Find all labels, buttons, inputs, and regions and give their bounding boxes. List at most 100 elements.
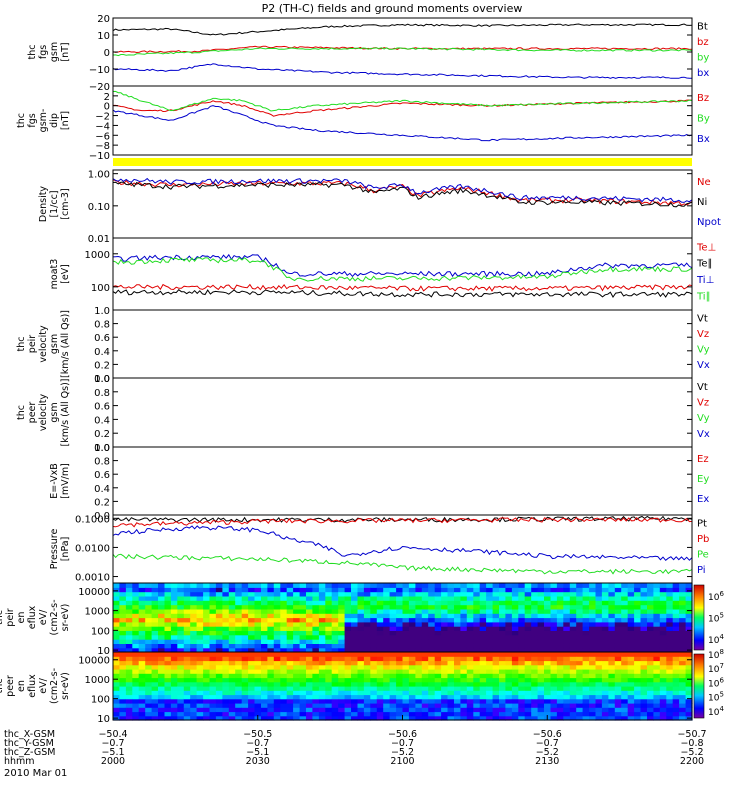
spectrogram-cell (113, 686, 120, 691)
spectrogram-cell (286, 703, 294, 708)
ylabel-line: [eV] (60, 264, 71, 284)
spectrogram-cell (170, 690, 178, 696)
spectrogram-cell (524, 664, 532, 670)
spectrogram-cell (544, 600, 551, 606)
spectrogram-cell (145, 698, 153, 704)
spectrogram-cell (190, 652, 198, 657)
spectrogram-cell (125, 703, 133, 708)
spectrogram-cell (312, 660, 320, 666)
spectrogram-cell (254, 587, 262, 593)
spectrogram-cell (132, 694, 140, 700)
spectrogram-cell (466, 591, 474, 597)
spectrogram-cell (158, 673, 165, 679)
ytick-label: 100 (91, 283, 110, 294)
spectrogram-cell (531, 621, 539, 627)
spectrogram-cell (402, 707, 410, 713)
spectrogram-cell (473, 711, 481, 717)
spectrogram-cell (518, 652, 526, 657)
spectrogram-cell (286, 639, 294, 644)
spectrogram-cell (132, 715, 140, 721)
spectrogram-cell (486, 621, 494, 627)
spectrogram-cell (601, 694, 609, 700)
spectrogram-cell (666, 591, 674, 597)
spectrogram-cell (363, 639, 371, 644)
spectrogram-cell (415, 673, 423, 679)
spectrogram-cell (447, 608, 455, 614)
spectrogram-cell (325, 621, 333, 627)
spectrogram-cell (434, 604, 442, 610)
spectrogram-cell (338, 669, 346, 674)
spectrogram-cell (672, 626, 680, 631)
spectrogram-cell (351, 673, 358, 679)
spectrogram-cell (563, 621, 571, 627)
spectrogram-cell (286, 715, 294, 721)
spectrogram-cell (132, 647, 140, 653)
series-line-bz (112, 45, 693, 54)
spectrogram-cell (582, 626, 590, 631)
spectrogram-cell (479, 711, 487, 717)
spectrogram-cell (351, 690, 358, 696)
spectrogram-cell (325, 715, 333, 721)
legend-label-by: by (697, 53, 709, 64)
spectrogram-cell (511, 617, 519, 623)
spectrogram-cell (151, 681, 159, 687)
spectrogram-cell (544, 686, 551, 691)
spectrogram-cell (164, 608, 172, 614)
spectrogram-cell (556, 677, 564, 683)
spectrogram-cell (325, 595, 333, 601)
spectrogram-cell (569, 664, 577, 670)
spectrogram-cell (119, 634, 127, 640)
spectrogram-cell (357, 630, 365, 636)
spectrogram-cell (647, 626, 654, 631)
spectrogram-cell (614, 690, 622, 696)
spectrogram-cell (460, 634, 468, 640)
spectrogram-cell (479, 669, 487, 674)
spectrogram-cell (544, 681, 551, 687)
spectrogram-cell (531, 707, 539, 713)
spectrogram-cell (196, 703, 204, 708)
spectrogram-cell (273, 669, 281, 674)
spectrogram-cell (466, 587, 474, 593)
spectrogram-cell (608, 639, 616, 644)
spectrogram-cell (318, 690, 326, 696)
spectrogram-cell (119, 608, 127, 614)
spectrogram-cell (325, 591, 333, 597)
spectrogram-cell (357, 604, 365, 610)
spectrogram-cell (589, 647, 597, 653)
spectrogram-cell (556, 656, 564, 662)
spectrogram-cell (518, 604, 526, 610)
spectrogram-cell (293, 595, 301, 601)
spectrogram-cell (479, 639, 487, 644)
spectrogram-cell (132, 626, 140, 631)
spectrogram-cell (280, 711, 288, 717)
spectrogram-cell (499, 600, 506, 606)
spectrogram-cell (235, 604, 243, 610)
spectrogram-cell (254, 617, 262, 623)
spectrogram-cell (396, 677, 404, 683)
spectrogram-cell (653, 621, 661, 627)
spectrogram-cell (267, 711, 275, 717)
spectrogram-cell (151, 587, 159, 593)
spectrogram-cell (421, 613, 429, 619)
spectrogram-cell (248, 686, 256, 691)
spectrogram-cell (466, 660, 474, 666)
spectrogram-cell (582, 711, 590, 717)
spectrogram-cell (344, 626, 352, 631)
spectrogram-cell (145, 660, 153, 666)
ytick-label: 0.2 (94, 429, 110, 440)
spectrogram-cells (113, 652, 693, 721)
spectrogram-cell (196, 686, 204, 691)
spectrogram-cell (492, 600, 500, 606)
spectrogram-cell (203, 630, 211, 636)
spectrogram-cell (505, 613, 513, 619)
spectrogram-cell (389, 715, 397, 721)
spectrogram-cell (614, 715, 622, 721)
spectrogram-cell (473, 595, 481, 601)
spectrogram-cell (125, 677, 133, 683)
spectrogram-cell (608, 630, 616, 636)
spectrogram-cell (344, 703, 352, 708)
spectrogram-cell (254, 639, 262, 644)
spectrogram-cell (537, 604, 545, 610)
spectrogram-cell (434, 639, 442, 644)
